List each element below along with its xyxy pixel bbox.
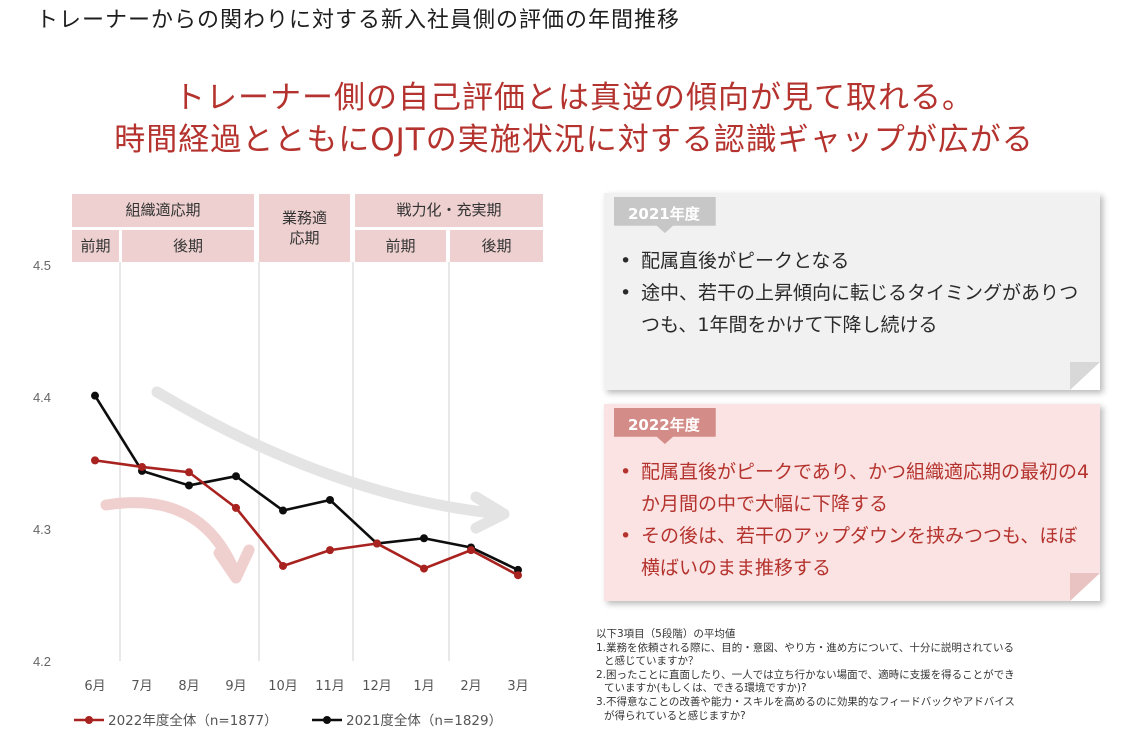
data-point-2022	[326, 546, 334, 555]
decline-arrow-2021-icon	[151, 386, 498, 519]
series-lines	[91, 391, 522, 580]
data-point-2022	[279, 561, 287, 570]
data-point-2022	[91, 456, 99, 465]
footnote-heading: 以下3項目（5段階）の平均値	[596, 628, 736, 640]
phase-org-early: 前期	[72, 230, 119, 262]
data-point-2022	[232, 503, 240, 512]
data-point-2022	[185, 468, 193, 477]
headline-line-2: 時間経過とともにOJTの実施状況に対する認識ギャップが広がる	[114, 122, 1034, 158]
phase-org-adapt: 組織適応期	[72, 194, 254, 227]
x-axis: 6月 7月 8月 9月 10月 11月 12月 1月 2月 3月	[84, 679, 528, 694]
page-title: トレーナーからの関わりに対する新入社員側の評価の年間推移	[36, 8, 681, 33]
card-bullet-2021-2: 途中、若干の上昇傾向に転じるタイミングがありつつも、1年間をかけて下降し続ける	[616, 277, 1096, 341]
phase-org-late: 後期	[122, 230, 254, 262]
headline-line-1: トレーナー側の自己評価とは真逆の傾向が見て取れる。	[174, 80, 974, 116]
footnote-item-3: 3.不得意なことの改善や能力・スキルを高めるのに効果的なフィードバックやアドバイ…	[596, 695, 1015, 708]
footnote-item-1: 1.業務を依頼される際に、目的・意図、やり方・進め方について、十分に説明されてい…	[596, 641, 1015, 654]
phase-work-adapt: 業務適応期	[259, 194, 350, 262]
phase-power: 戦力化・充実期	[355, 194, 543, 227]
data-point-2022	[373, 539, 381, 548]
data-point-2022	[514, 571, 522, 580]
footnote-item-2-cont: ていますか(もしくは、できる環境ですか)?	[604, 682, 807, 695]
data-point-2021	[420, 534, 428, 543]
y-tick-label: 4.3	[33, 522, 51, 537]
x-tick-label: 11月	[315, 679, 345, 694]
data-point-2021	[279, 506, 287, 515]
x-tick-label: 12月	[362, 679, 392, 694]
data-point-2022	[138, 462, 146, 471]
phase-dividers	[119, 262, 450, 661]
data-point-2021	[185, 481, 193, 490]
trend-arrows	[100, 386, 510, 584]
card-bullet-2021-1: 配属直後がピークとなる	[616, 245, 1096, 277]
data-point-2021	[326, 495, 334, 504]
data-point-2021	[91, 391, 99, 400]
y-tick-label: 4.5	[33, 258, 51, 273]
x-tick-label: 9月	[225, 679, 246, 694]
footnote: 以下3項目（5段階）の平均値 1.業務を依頼される際に、目的・意図、やり方・進め…	[596, 628, 1015, 723]
phase-power-late: 後期	[450, 230, 543, 262]
y-tick-label: 4.2	[33, 654, 51, 669]
note-card-2022: 2022年度 配属直後がピークであり、かつ組織適応期の最初の4か月間の中で大幅に…	[604, 404, 1100, 601]
y-axis: 4.2 4.3 4.4 4.5	[33, 258, 51, 669]
x-tick-label: 6月	[84, 679, 105, 694]
x-tick-label: 1月	[413, 679, 434, 694]
x-tick-label: 10月	[268, 679, 298, 694]
card-bullet-2022-2: その後は、若干のアップダウンを挟みつつも、ほぼ横ばいのまま推移する	[616, 520, 1096, 584]
legend-swatch-marker	[323, 716, 331, 724]
x-tick-label: 7月	[131, 679, 152, 694]
legend: 2022年度全体（n=1877） 2021度全体（n=1829）	[74, 712, 502, 729]
card-tag-2021: 2021年度	[614, 197, 716, 233]
data-point-2022	[420, 564, 428, 573]
card-bullet-2022-1: 配属直後がピークであり、かつ組織適応期の最初の4か月間の中で大幅に下降する	[616, 456, 1096, 520]
x-tick-label: 8月	[178, 679, 199, 694]
card-list-2022: 配属直後がピークであり、かつ組織適応期の最初の4か月間の中で大幅に下降する その…	[616, 456, 1096, 584]
x-tick-label: 3月	[507, 679, 528, 694]
note-card-2021: 2021年度 配属直後がピークとなる 途中、若干の上昇傾向に転じるタイミングがあ…	[604, 193, 1100, 390]
line-chart: 4.2 4.3 4.4 4.5 6月 7月 8月 9月 10月 11月 12月 1月 2月 3月 202…	[33, 258, 529, 729]
series-line-2022	[94, 459, 519, 577]
series-line-2021	[93, 394, 519, 572]
card-list-2021: 配属直後がピークとなる 途中、若干の上昇傾向に転じるタイミングがありつつも、1年…	[616, 245, 1096, 341]
footnote-item-1-cont: と感じていますか？	[604, 655, 699, 668]
legend-label: 2022年度全体（n=1877）	[108, 712, 278, 729]
x-tick-label: 2月	[460, 679, 481, 694]
y-tick-label: 4.4	[33, 390, 51, 405]
phase-power-early: 前期	[355, 230, 446, 262]
data-point-2022	[467, 546, 475, 555]
legend-label: 2021度全体（n=1829）	[346, 712, 502, 729]
decline-arrow-2022-icon	[100, 497, 240, 576]
footnote-item-3-cont: が得られていると感じますか?	[604, 709, 746, 722]
card-tag-2022: 2022年度	[614, 408, 716, 444]
decline-arrow-2022-icon-head	[213, 544, 255, 584]
footnote-item-2: 2.困ったことに直面したり、一人では立ち行かない場面で、適時に支援を得ることがで…	[596, 668, 1015, 681]
data-point-2021	[232, 472, 240, 481]
decline-arrow-2021-icon-head	[470, 491, 510, 534]
legend-swatch-marker	[85, 716, 93, 724]
